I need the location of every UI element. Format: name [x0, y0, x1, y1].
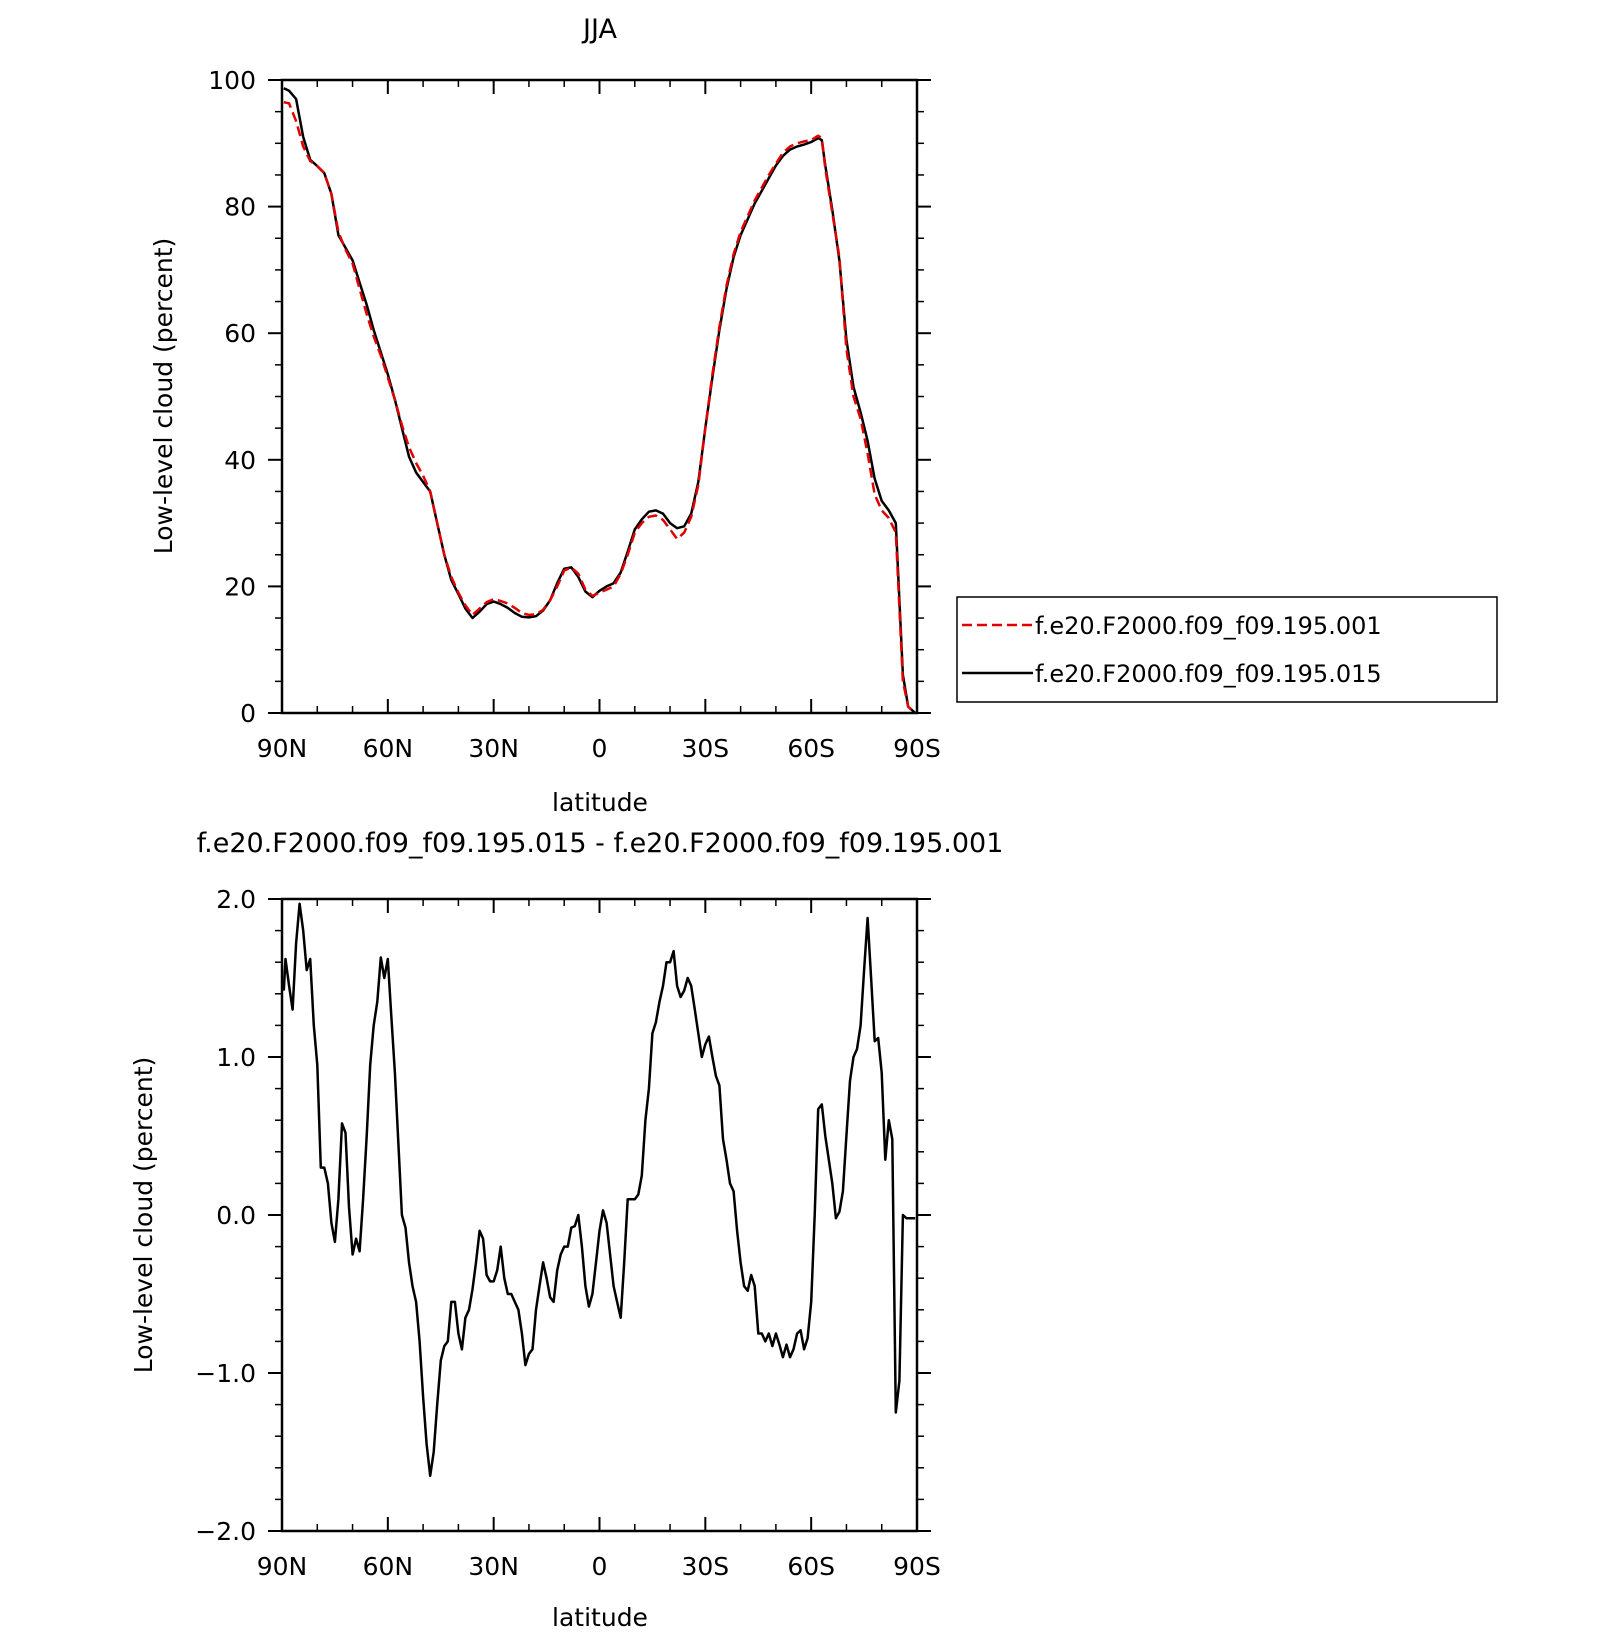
bottom-y-axis-label: Low-level cloud (percent): [129, 1057, 158, 1374]
top-y-tick-label: 60: [224, 319, 256, 348]
top-y-tick-label: 80: [224, 193, 256, 222]
top-y-tick-label: 0: [240, 699, 256, 728]
top-y-tick-label: 40: [224, 446, 256, 475]
legend-box: [956, 596, 1498, 703]
bottom-y-tick-label: 2.0: [216, 885, 256, 914]
top-x-tick-label: 60S: [787, 734, 835, 763]
bottom-x-tick-label: 60N: [363, 1552, 414, 1581]
bottom-ticks: 90N 60N 30N 0 30S 60S 90S −2.0 −1.0 0.0 1.0 2.0: [195, 885, 941, 1581]
top-series-lines: [283, 87, 917, 714]
bottom-y-tick-label: −1.0: [195, 1359, 256, 1388]
top-x-tick-label: 0: [592, 734, 608, 763]
top-x-tick-label: 60N: [363, 734, 414, 763]
top-x-tick-label: 90S: [893, 734, 941, 763]
bottom-x-tick-label: 0: [592, 1552, 608, 1581]
bottom-series-lines: [282, 902, 916, 1477]
bottom-x-tick-label: 90S: [893, 1552, 941, 1581]
legend-label-001: f.e20.F2000.f09_f09.195.001: [1035, 612, 1382, 640]
bottom-x-axis-label: latitude: [552, 1603, 648, 1632]
top-chart-title: JJA: [581, 14, 617, 45]
bottom-x-tick-label: 30S: [681, 1552, 729, 1581]
top-plot-frame: [280, 78, 919, 715]
top-y-tick-label: 100: [208, 66, 256, 95]
bottom-chart-title: f.e20.F2000.f09_f09.195.015 - f.e20.F200…: [197, 828, 1004, 859]
top-x-axis-label: latitude: [552, 788, 648, 817]
top-x-tick-label: 30N: [468, 734, 519, 763]
top-y-axis-label: Low-level cloud (percent): [149, 238, 178, 555]
bottom-x-tick-label: 90N: [257, 1552, 308, 1581]
legend: f.e20.F2000.f09_f09.195.001 f.e20.F2000.…: [956, 596, 1498, 703]
bottom-y-tick-label: 1.0: [216, 1043, 256, 1072]
top-series-line-1: [283, 100, 917, 714]
top-y-tick-label: 20: [224, 572, 256, 601]
bottom-y-tick-label: −2.0: [195, 1517, 256, 1546]
top-x-tick-label: 30S: [681, 734, 729, 763]
top-ticks: 90N 60N 30N 0 30S 60S 90S 0 20 40 60 80 100: [208, 66, 941, 763]
top-panel: JJA 90N 60N 30N 0 30S 60S 90S 0 20 40 60 80 100 lati…: [149, 14, 1498, 817]
bottom-x-tick-label: 30N: [468, 1552, 519, 1581]
top-x-tick-label: 90N: [257, 734, 308, 763]
bottom-series-line-0: [282, 902, 916, 1477]
bottom-x-tick-label: 60S: [787, 1552, 835, 1581]
top-series-line-0: [283, 87, 917, 714]
bottom-panel: f.e20.F2000.f09_f09.195.015 - f.e20.F200…: [129, 828, 1003, 1632]
legend-label-015: f.e20.F2000.f09_f09.195.015: [1035, 660, 1382, 688]
bottom-y-tick-label: 0.0: [216, 1201, 256, 1230]
